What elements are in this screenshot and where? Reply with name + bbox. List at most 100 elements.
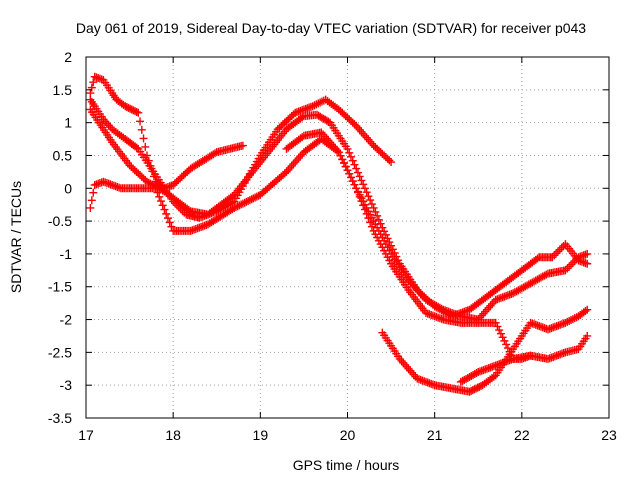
data-point: [87, 83, 96, 92]
data-point: [359, 180, 368, 189]
data-point: [362, 188, 371, 197]
data-point: [167, 222, 176, 231]
data-point: [132, 143, 141, 152]
data-point: [437, 304, 446, 313]
y-tick-label: -1: [60, 246, 73, 262]
data-point: [561, 266, 570, 275]
data-point: [134, 108, 143, 117]
data-point: [345, 148, 354, 157]
data-point: [352, 164, 361, 173]
data-point: [385, 156, 394, 165]
data-point: [137, 125, 146, 134]
data-point: [489, 372, 498, 381]
y-tick-label: -0.5: [48, 213, 72, 229]
data-point: [561, 318, 570, 327]
data-point: [280, 169, 289, 178]
data-point: [374, 215, 383, 224]
data-point: [244, 196, 253, 205]
data-point: [155, 192, 164, 201]
data-point: [371, 207, 380, 216]
data-point: [86, 203, 95, 212]
data-point: [249, 194, 258, 203]
x-tick-label: 18: [165, 427, 181, 443]
data-point: [228, 192, 237, 201]
data-point: [364, 214, 373, 223]
data-point: [555, 245, 564, 254]
data-point: [343, 144, 352, 153]
data-point: [238, 199, 247, 208]
x-tick-label: 20: [340, 427, 356, 443]
data-point: [533, 254, 542, 263]
data-point: [308, 102, 317, 111]
series-arc-d: [86, 135, 592, 324]
data-point: [156, 197, 165, 206]
data-point: [151, 184, 160, 193]
data-point: [500, 336, 509, 345]
data-point: [498, 333, 507, 342]
data-point: [526, 351, 535, 360]
data-point: [357, 176, 366, 185]
y-tick-label: -3.5: [48, 410, 72, 426]
data-point: [162, 209, 171, 218]
y-tick-label: -2: [60, 312, 73, 328]
data-point: [165, 218, 174, 227]
data-point: [312, 100, 321, 109]
data-point: [343, 166, 352, 175]
data-point: [565, 316, 574, 325]
data-point: [341, 162, 350, 171]
data-point: [568, 315, 577, 324]
data-point: [350, 180, 359, 189]
y-axis-label: SDTVAR / TECUs: [8, 181, 24, 293]
data-point: [242, 197, 251, 206]
data-point: [141, 142, 150, 151]
data-point: [583, 331, 592, 340]
data-point: [581, 307, 590, 316]
data-point: [491, 318, 500, 327]
data-point: [568, 258, 577, 267]
data-point: [252, 192, 261, 201]
data-point: [251, 193, 260, 202]
data-point: [583, 259, 592, 268]
data-point: [563, 264, 572, 273]
data-point: [557, 243, 566, 252]
data-point: [247, 195, 256, 204]
data-point: [139, 134, 148, 143]
data-point: [298, 113, 307, 122]
data-point: [366, 196, 375, 205]
data-point: [346, 152, 355, 161]
data-point: [355, 172, 364, 181]
data-point: [496, 329, 505, 338]
y-tick-label: 0: [64, 180, 72, 196]
data-point: [548, 253, 557, 262]
data-point: [153, 188, 162, 197]
data-point: [89, 78, 98, 87]
data-point: [362, 209, 371, 218]
data-point: [583, 249, 592, 258]
x-axis-label: GPS time / hours: [293, 457, 400, 473]
data-point: [350, 160, 359, 169]
data-point: [359, 201, 368, 210]
data-point: [184, 205, 193, 214]
y-tick-label: -1.5: [48, 279, 72, 295]
data-point: [472, 369, 481, 378]
data-point: [493, 322, 502, 331]
data-point: [163, 214, 172, 223]
data-point: [387, 158, 396, 167]
data-point: [567, 260, 576, 269]
data-point: [364, 192, 373, 201]
data-point: [360, 205, 369, 214]
series-arc-a: [86, 72, 247, 193]
data-markers: [86, 72, 592, 396]
data-point: [336, 151, 345, 160]
data-point: [346, 173, 355, 182]
data-point: [158, 201, 167, 210]
data-point: [348, 156, 357, 165]
data-point: [132, 107, 141, 116]
x-tick-label: 21: [427, 427, 443, 443]
data-point: [245, 196, 254, 205]
data-point: [136, 117, 145, 126]
data-point: [550, 251, 559, 260]
data-point: [316, 98, 325, 107]
y-tick-label: 1.5: [53, 82, 73, 98]
x-tick-label: 19: [253, 427, 269, 443]
